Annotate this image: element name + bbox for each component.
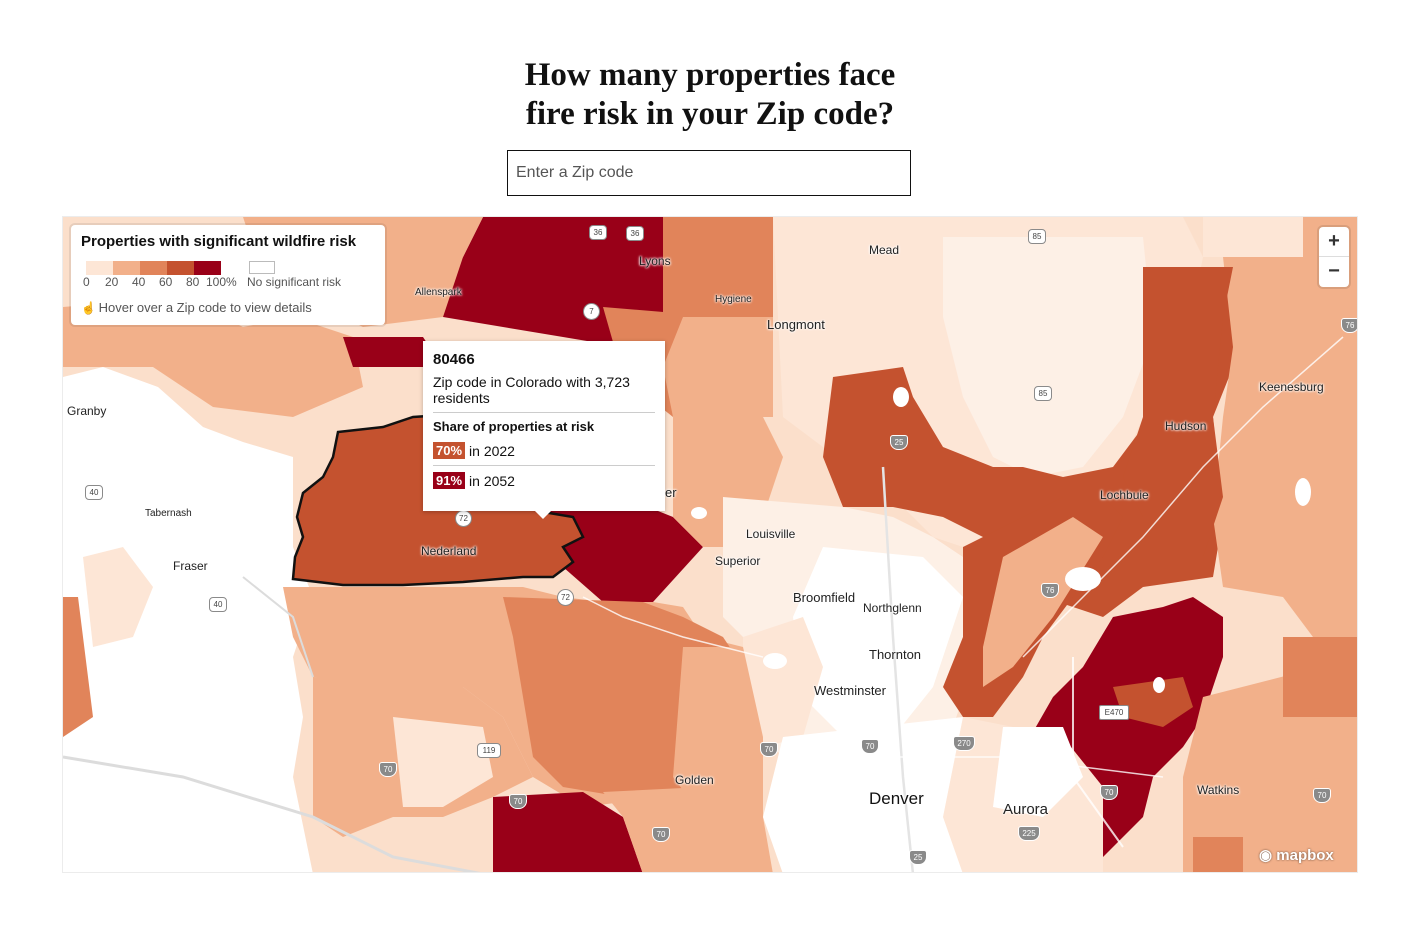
legend-hint: ☝ Hover over a Zip code to view details [81,300,312,315]
i270-shield: 270 [953,736,975,751]
mapbox-icon: ◉ [1259,847,1273,864]
mapbox-label: mapbox [1276,847,1334,864]
place-fraser: Fraser [173,559,208,573]
legend-tick-40: 40 [132,275,146,289]
place-allenspark: Allenspark [415,287,462,298]
co72-shield-a: 72 [455,510,472,527]
tooltip-year-2052: in 2052 [469,472,515,489]
zip-search-input[interactable] [508,151,910,195]
place-keenesburg: Keenesburg [1259,380,1324,394]
headline-line-1: How many properties face [524,57,896,93]
us85-shield-b: 85 [1034,386,1052,401]
us40-shield-b: 40 [209,597,227,612]
tooltip-divider [433,465,655,466]
zoom-in-button[interactable]: + [1319,227,1349,257]
i76-shield-b: 76 [1041,583,1059,598]
us40-shield-a: 40 [85,485,103,500]
legend-tick-80: 80 [186,275,200,289]
legend-swatch-40 [140,261,167,275]
us85-shield-a: 85 [1028,229,1046,244]
legend-tick-100: 100% [206,275,237,289]
tooltip-zip-code: 80466 [433,351,475,368]
co7-shield: 7 [583,303,600,320]
map-legend: Properties with significant wildfire ris… [71,225,385,325]
tooltip-badge-2052: 91% [433,472,466,489]
headline-line-2: fire risk in your Zip code? [525,96,895,132]
place-aurora: Aurora [1003,801,1049,818]
place-northglenn: Northglenn [863,601,922,615]
tooltip-row-2052: 91% in 2052 [433,472,655,489]
legend-tick-20: 20 [105,275,119,289]
zoom-controls: + − [1319,227,1349,287]
legend-swatch-60 [167,261,194,275]
i70-shield-g: 70 [1313,788,1331,803]
place-hygiene: Hygiene [715,294,752,305]
i70-shield-d: 70 [760,742,778,757]
place-mead: Mead [869,243,900,257]
zoom-out-button[interactable]: − [1328,260,1340,282]
hand-pointer-icon: ☝ [81,301,96,315]
legend-hint-text: Hover over a Zip code to view details [98,300,312,315]
tooltip-badge-2022: 70% [433,442,466,459]
e470-shield: E470 [1099,705,1129,720]
headline: How many properties face fire risk in yo… [0,56,1420,134]
zip-search-box [507,150,911,196]
place-tabernash: Tabernash [145,508,192,519]
i25-shield-b: 25 [909,850,927,865]
legend-swatch-80 [194,261,221,275]
i70-shield-b: 70 [509,794,527,809]
legend-tick-0: 0 [83,275,90,289]
i70-shield-c: 70 [652,827,670,842]
us36-shield-a: 36 [589,225,607,240]
place-watkins: Watkins [1197,783,1240,797]
place-hudson: Hudson [1165,419,1207,433]
legend-color-scale [86,261,221,275]
tooltip-year-2022: in 2022 [469,442,515,459]
legend-title: Properties with significant wildfire ris… [81,233,357,250]
i76-shield-a: 76 [1341,318,1357,333]
legend-swatch-0 [86,261,113,275]
co119-shield: 119 [477,743,501,758]
place-golden: Golden [675,773,714,787]
tooltip-share-heading: Share of properties at risk [433,419,595,434]
i25-shield-a: 25 [890,435,908,450]
zip-tooltip: 80466 Zip code in Colorado with 3,723 re… [423,341,665,519]
us36-shield-b: 36 [626,226,644,241]
place-thornton: Thornton [869,647,922,662]
legend-tick-60: 60 [159,275,173,289]
legend-no-risk-label: No significant risk [247,275,342,289]
place-granby: Granby [67,404,107,418]
legend-no-risk-swatch [249,261,275,274]
place-westminster: Westminster [814,683,886,698]
i225-shield: 225 [1018,826,1040,841]
place-denver: Denver [869,789,924,808]
place-lochbuie: Lochbuie [1100,488,1149,502]
mapbox-logo[interactable]: ◉ mapbox [1259,846,1334,864]
place-louisville: Louisville [746,527,796,541]
legend-swatch-20 [113,261,140,275]
tooltip-row-2022: 70% in 2022 [433,442,655,459]
place-superior: Superior [715,554,761,568]
place-lyons: Lyons [639,254,671,268]
place-boulder-fragment: er [665,485,677,500]
tooltip-description: Zip code in Colorado with 3,723 resident… [433,374,655,413]
place-broomfield: Broomfield [793,590,856,605]
i70-shield-e: 70 [861,739,879,754]
co72-shield-b: 72 [557,589,574,606]
place-nederland: Nederland [421,544,477,558]
i70-shield-a: 70 [379,762,397,777]
place-longmont: Longmont [767,317,825,332]
wildfire-risk-map[interactable]: Mead Lyons Allenspark Hygiene Longmont K… [62,216,1358,873]
i70-shield-f: 70 [1100,785,1118,800]
